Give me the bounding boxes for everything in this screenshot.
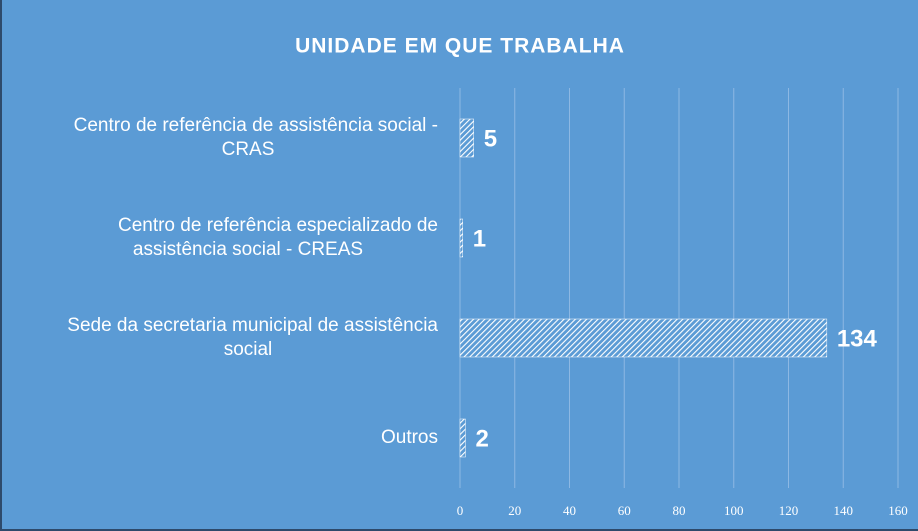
y-tick-label: Centro de referência de assistência soci… — [74, 115, 438, 136]
y-tick-label: Centro de referência especializado de — [118, 215, 438, 236]
y-tick-label: Sede da secretaria municipal de assistên… — [67, 315, 438, 336]
value-label: 2 — [475, 425, 488, 452]
value-label: 5 — [484, 125, 497, 152]
y-tick-label: CRAS — [222, 139, 275, 160]
bar — [459, 418, 466, 458]
value-label: 134 — [837, 325, 878, 352]
y-tick-label: social — [224, 339, 273, 360]
x-tick-label: 80 — [673, 503, 686, 518]
bar — [459, 318, 828, 358]
bar — [459, 118, 474, 158]
x-tick-label: 40 — [563, 503, 576, 518]
x-tick-label: 140 — [834, 503, 854, 518]
x-tick-label: 0 — [457, 503, 464, 518]
x-tick-label: 60 — [618, 503, 631, 518]
x-tick-label: 20 — [508, 503, 521, 518]
y-tick-label: assistência social - CREAS — [133, 239, 363, 260]
x-tick-label: 120 — [779, 503, 799, 518]
chart-title: UNIDADE EM QUE TRABALHA — [295, 35, 625, 58]
value-label: 1 — [473, 225, 486, 252]
y-tick-label: Outros — [381, 427, 438, 448]
bar — [459, 218, 463, 258]
x-tick-label: 100 — [724, 503, 744, 518]
x-tick-label: 160 — [888, 503, 908, 518]
